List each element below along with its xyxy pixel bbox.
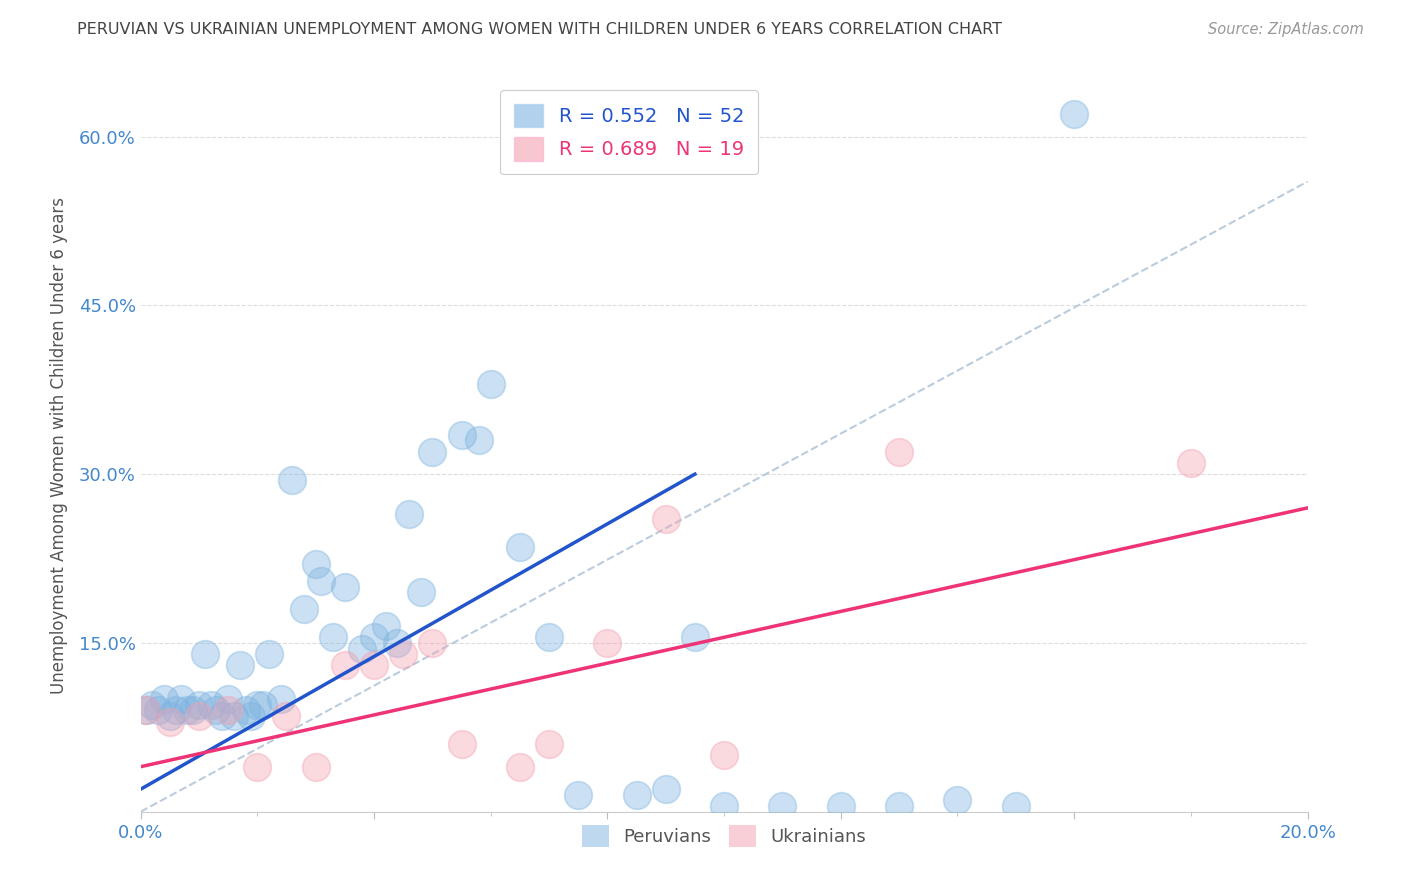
Point bbox=[235, 703, 257, 717]
Point bbox=[450, 737, 472, 751]
Point bbox=[153, 692, 176, 706]
Point bbox=[146, 703, 169, 717]
Point bbox=[713, 748, 735, 763]
Point bbox=[392, 647, 415, 661]
Point bbox=[655, 782, 678, 797]
Point bbox=[159, 714, 181, 729]
Point bbox=[292, 602, 315, 616]
Point bbox=[450, 427, 472, 442]
Point bbox=[252, 698, 274, 712]
Point bbox=[830, 799, 852, 814]
Point bbox=[538, 737, 561, 751]
Point bbox=[596, 636, 619, 650]
Point bbox=[468, 434, 491, 448]
Text: PERUVIAN VS UKRAINIAN UNEMPLOYMENT AMONG WOMEN WITH CHILDREN UNDER 6 YEARS CORRE: PERUVIAN VS UKRAINIAN UNEMPLOYMENT AMONG… bbox=[77, 22, 1002, 37]
Point bbox=[141, 698, 163, 712]
Point bbox=[363, 630, 385, 644]
Point bbox=[538, 630, 561, 644]
Point bbox=[311, 574, 333, 588]
Point bbox=[509, 541, 531, 555]
Point bbox=[170, 692, 193, 706]
Point bbox=[374, 619, 396, 633]
Point bbox=[240, 709, 263, 723]
Point bbox=[683, 630, 706, 644]
Point bbox=[176, 703, 198, 717]
Point bbox=[305, 557, 328, 571]
Point bbox=[422, 444, 444, 458]
Point bbox=[222, 709, 245, 723]
Point bbox=[181, 703, 204, 717]
Point bbox=[1180, 456, 1202, 470]
Point bbox=[333, 580, 356, 594]
Point bbox=[188, 709, 211, 723]
Point bbox=[270, 692, 292, 706]
Text: Source: ZipAtlas.com: Source: ZipAtlas.com bbox=[1208, 22, 1364, 37]
Point bbox=[135, 703, 157, 717]
Point bbox=[387, 636, 409, 650]
Point bbox=[217, 692, 239, 706]
Point bbox=[276, 709, 298, 723]
Point bbox=[398, 507, 420, 521]
Point bbox=[246, 760, 269, 774]
Point bbox=[655, 512, 678, 526]
Point bbox=[159, 709, 181, 723]
Point bbox=[305, 760, 328, 774]
Point bbox=[509, 760, 531, 774]
Point bbox=[363, 658, 385, 673]
Point bbox=[946, 793, 969, 807]
Point bbox=[188, 698, 211, 712]
Point bbox=[479, 377, 502, 392]
Point bbox=[217, 703, 239, 717]
Point bbox=[352, 641, 374, 656]
Point bbox=[422, 636, 444, 650]
Point bbox=[567, 788, 589, 802]
Point bbox=[322, 630, 344, 644]
Point bbox=[200, 698, 222, 712]
Point bbox=[205, 703, 228, 717]
Point bbox=[165, 703, 187, 717]
Point bbox=[713, 799, 735, 814]
Point bbox=[772, 799, 794, 814]
Point bbox=[333, 658, 356, 673]
Point bbox=[626, 788, 648, 802]
Point bbox=[1063, 107, 1085, 121]
Point bbox=[135, 703, 157, 717]
Legend: Peruvians, Ukrainians: Peruvians, Ukrainians bbox=[575, 817, 873, 854]
Point bbox=[889, 444, 911, 458]
Point bbox=[889, 799, 911, 814]
Point bbox=[281, 473, 304, 487]
Point bbox=[1005, 799, 1028, 814]
Point bbox=[257, 647, 280, 661]
Point bbox=[409, 585, 432, 599]
Y-axis label: Unemployment Among Women with Children Under 6 years: Unemployment Among Women with Children U… bbox=[49, 197, 67, 695]
Point bbox=[194, 647, 217, 661]
Point bbox=[229, 658, 252, 673]
Point bbox=[246, 698, 269, 712]
Point bbox=[211, 709, 233, 723]
